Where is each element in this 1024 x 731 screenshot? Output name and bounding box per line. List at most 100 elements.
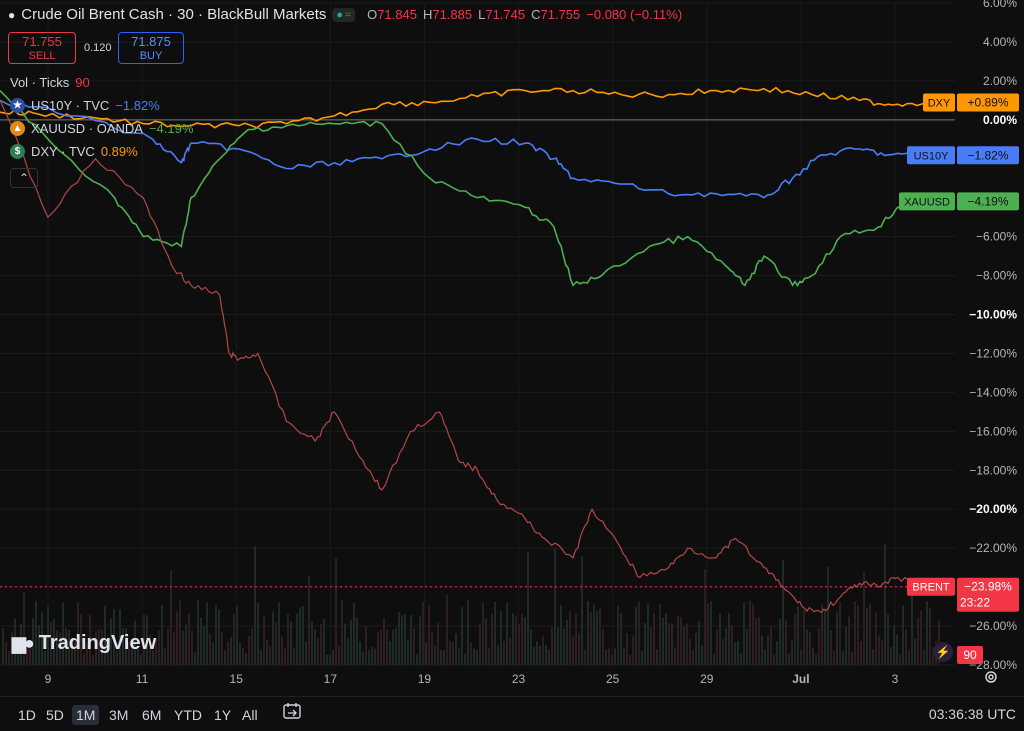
volume-bar xyxy=(263,615,265,665)
volume-bar xyxy=(905,629,907,665)
y-tick-label: −18.00% xyxy=(969,463,1017,477)
volume-bar xyxy=(431,632,433,665)
timeframe-5d[interactable]: 5D xyxy=(46,707,64,723)
volume-bar xyxy=(302,606,304,665)
volume-bar xyxy=(668,623,670,665)
symbol-title[interactable]: Crude Oil Brent Cash · 30 · BlackBull Ma… xyxy=(21,6,327,23)
volume-bar xyxy=(338,645,340,665)
ohlc-close-key: C xyxy=(531,7,541,22)
volume-bar xyxy=(386,629,388,665)
volume-bar xyxy=(449,641,451,665)
volume-bar xyxy=(281,636,283,665)
legend-xauusd[interactable]: ▲ XAUUSD · OANDA −4.19% xyxy=(10,121,193,136)
volume-bar xyxy=(461,607,463,665)
us10y-line xyxy=(0,99,927,199)
utc-clock[interactable]: 03:36:38 UTC xyxy=(928,706,1016,722)
volume-bar xyxy=(485,618,487,665)
legend-dxy[interactable]: $ DXY · TVC 0.89% xyxy=(10,144,138,159)
volume-bar xyxy=(179,600,181,665)
volume-bar xyxy=(812,647,814,665)
status-badge[interactable]: ● ≈ xyxy=(332,7,356,22)
volume-bar xyxy=(746,628,748,665)
volume-bar xyxy=(500,611,502,665)
volume-bar xyxy=(215,605,217,665)
volume-bar xyxy=(176,611,178,665)
timeframe-ytd[interactable]: YTD xyxy=(174,707,202,723)
tradingview-logo: ▆● TradingView xyxy=(12,632,156,655)
y-tick-label: −12.00% xyxy=(969,346,1017,360)
timeframe-6m[interactable]: 6M xyxy=(142,707,162,723)
volume-bar xyxy=(779,618,781,665)
volume-bar xyxy=(599,608,601,665)
volume-bar xyxy=(248,636,250,665)
series-value-badge xyxy=(957,93,1019,112)
timeframe-1d[interactable]: 1D xyxy=(18,707,36,723)
legend-us10y[interactable]: ★ US10Y · TVC −1.82% xyxy=(10,98,160,113)
volume-bar xyxy=(836,612,838,665)
volume-bar xyxy=(14,618,16,665)
volume-bar xyxy=(593,604,595,665)
price-chart[interactable]: 6.00% 4.00% 2.00% 0.00% −6.00% −8.00% −10.00% −… xyxy=(0,0,1024,695)
volume-bar xyxy=(632,635,634,665)
volume-bar xyxy=(914,638,916,665)
volume-bar xyxy=(569,611,571,665)
ohlc-change-value: −0.080 (−0.11%) xyxy=(586,7,683,22)
gear-icon[interactable] xyxy=(983,669,999,685)
volume-bar xyxy=(113,609,115,665)
timeframe-1m[interactable]: 1M xyxy=(72,705,100,725)
volume-bar xyxy=(329,654,331,665)
volume-bar xyxy=(851,652,853,665)
volume-bar xyxy=(308,575,310,665)
flash-icon[interactable]: ⚡ xyxy=(933,642,953,662)
timeframe-3m[interactable]: 3M xyxy=(109,707,129,723)
volume-bar xyxy=(365,625,367,665)
volume-bar xyxy=(782,559,784,665)
volume-bar xyxy=(293,647,295,665)
dollar-icon: $ xyxy=(10,144,25,159)
volume-bar xyxy=(473,648,475,665)
volume-bar xyxy=(317,638,319,665)
volume-bar xyxy=(446,594,448,665)
volume-bar xyxy=(644,623,646,665)
calendar-range-icon[interactable] xyxy=(282,702,302,720)
volume-bar xyxy=(890,646,892,665)
volume-bar xyxy=(872,649,874,665)
volume-bar xyxy=(347,637,349,665)
timeframe-1y[interactable]: 1Y xyxy=(214,707,232,723)
volume-bar xyxy=(137,649,139,665)
volume-bar xyxy=(110,618,112,665)
volume-bar xyxy=(875,612,877,665)
x-tick-label: 25 xyxy=(606,672,620,686)
bottom-toolbar: 1D 5D 1M 3M 6M YTD 1Y All 03:36:38 UTC xyxy=(0,696,1024,731)
collapse-legend-button[interactable]: ⌃ xyxy=(10,168,38,188)
y-tick-label: −26.00% xyxy=(969,619,1017,633)
timeframe-all[interactable]: All xyxy=(242,707,258,723)
volume-bar xyxy=(692,649,694,665)
volume-bar xyxy=(377,632,379,665)
volume-bar xyxy=(191,630,193,665)
y-tick-label: 0.00% xyxy=(983,113,1017,127)
x-tick-label: 3 xyxy=(892,672,899,686)
volume-bar xyxy=(251,627,253,665)
volume-bar xyxy=(830,629,832,665)
volume-legend[interactable]: Vol · Ticks 90 xyxy=(10,75,90,90)
volume-bar xyxy=(584,649,586,665)
series-name-tag xyxy=(923,93,955,112)
sell-button[interactable]: 71.755 SELL xyxy=(8,32,76,64)
volume-bar xyxy=(464,654,466,665)
volume-bar xyxy=(242,648,244,665)
volume-bar xyxy=(575,613,577,665)
ohlc-low-value: 71.745 xyxy=(485,7,526,22)
volume-bar xyxy=(884,544,886,665)
countdown-label: 23:22 xyxy=(960,596,990,610)
volume-bar xyxy=(89,614,91,665)
volume-bar xyxy=(572,635,574,665)
volume-bar xyxy=(119,609,121,665)
volume-bar xyxy=(740,653,742,665)
volume-bar xyxy=(59,632,61,665)
buy-button[interactable]: 71.875 BUY xyxy=(118,32,184,64)
x-tick-label: 17 xyxy=(324,672,338,686)
volume-bar xyxy=(707,603,709,665)
x-tick-label: 9 xyxy=(45,672,52,686)
